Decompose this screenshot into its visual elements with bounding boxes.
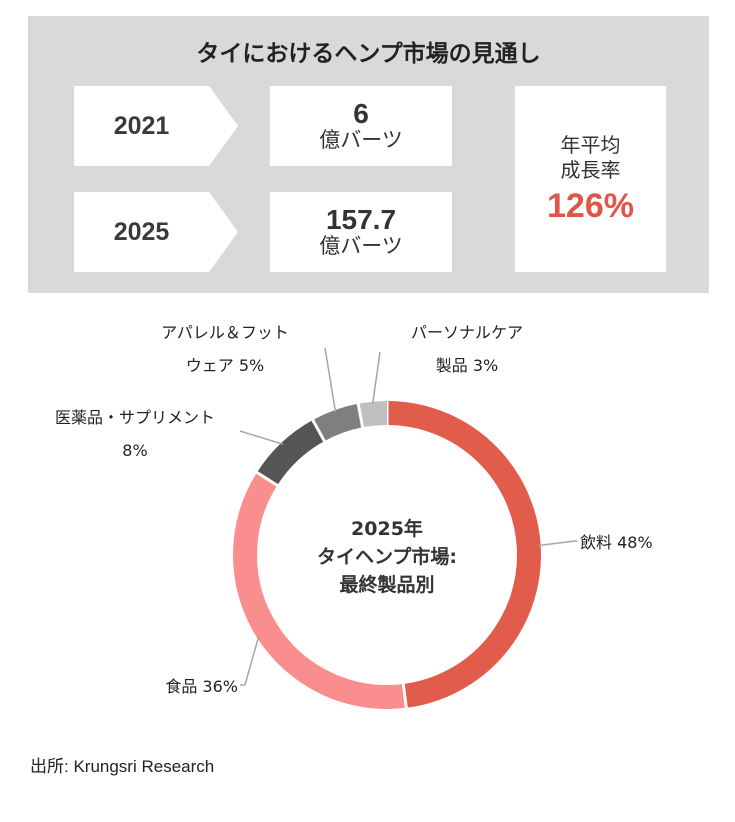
slice-label-2: 8% xyxy=(122,441,147,460)
slice-label-4: 製品 3% xyxy=(436,356,498,375)
donut-center-title: 2025年 xyxy=(351,517,423,540)
value-2021-unit: 億バーツ xyxy=(319,128,403,153)
donut-center-title: 最終製品別 xyxy=(339,573,434,596)
value-2025-box: 157.7 億バーツ xyxy=(270,192,452,272)
cagr-value: 126% xyxy=(547,186,634,225)
value-2025-unit: 億バーツ xyxy=(319,234,403,259)
slice-separator xyxy=(255,470,279,488)
cagr-box: 年平均 成長率 126% xyxy=(515,86,666,272)
value-2021-box: 6 億バーツ xyxy=(270,86,452,166)
value-2025-number: 157.7 xyxy=(325,203,397,235)
donut-slice-2 xyxy=(256,420,325,486)
leader-line-4 xyxy=(371,351,381,404)
value-2021-number: 6 xyxy=(353,97,369,129)
slice-label-3: ウェア 5% xyxy=(186,356,264,375)
donut-slice-1 xyxy=(233,472,407,709)
donut-slice-0 xyxy=(386,401,541,708)
slice-label-0: 飲料 48% xyxy=(580,533,653,552)
slice-separator xyxy=(401,682,408,709)
slice-label-2: 医薬品・サプリメント xyxy=(55,408,215,427)
leader-line-1 xyxy=(244,636,260,686)
leader-line-2 xyxy=(239,430,284,445)
slice-separator xyxy=(311,418,327,443)
market-outlook-panel: タイにおけるヘンプ市場の見通し 2021 6 億バーツ 2025 157.7 億… xyxy=(28,16,709,293)
year-2021-arrow: 2021 xyxy=(74,86,238,166)
donut-center-title: タイヘンプ市場: xyxy=(317,545,457,568)
leader-line-3 xyxy=(324,347,337,413)
cagr-label-line2: 成長率 xyxy=(560,157,621,182)
slice-separator xyxy=(356,402,365,429)
year-2025-arrow: 2025 xyxy=(74,192,238,272)
slice-label-4: パーソナルケア xyxy=(411,323,523,342)
leader-line-0 xyxy=(538,540,577,547)
source-note: 出所: Krungsri Research xyxy=(30,757,215,776)
donut-slice-3 xyxy=(312,403,363,442)
donut-slice-4 xyxy=(358,401,388,428)
slice-label-3: アパレル＆フット xyxy=(161,323,289,342)
slice-label-1: 食品 36% xyxy=(165,677,238,696)
panel-title: タイにおけるヘンプ市場の見通し xyxy=(196,41,541,67)
cagr-label-line1: 年平均 xyxy=(560,132,621,157)
